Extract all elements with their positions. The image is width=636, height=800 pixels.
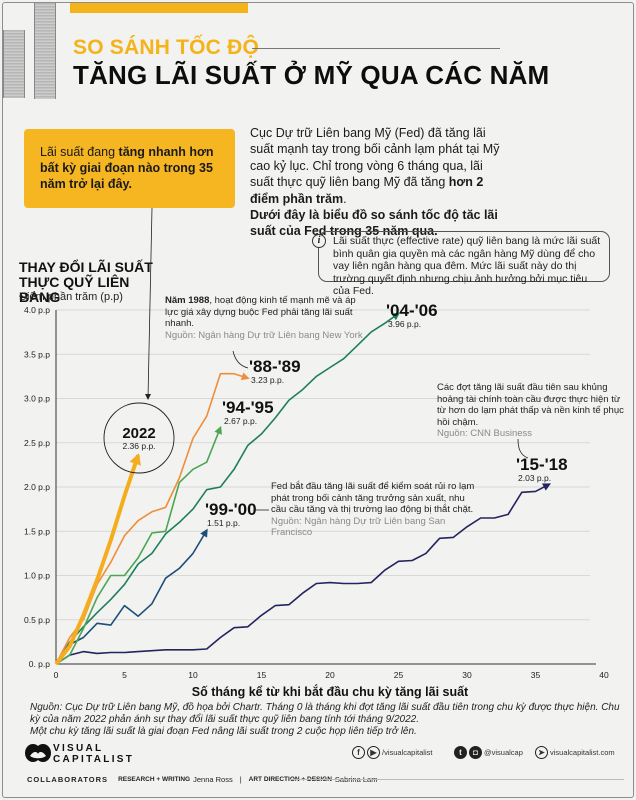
- title-rule: [252, 48, 500, 49]
- intro-text: Cục Dự trữ Liên bang Mỹ (Fed) đã tăng lã…: [250, 126, 500, 190]
- series-arrow-icon: [542, 483, 551, 491]
- series-total-label: 2.03 p.p.: [518, 473, 551, 483]
- series-label: '04-'06: [386, 301, 438, 320]
- instagram-icon[interactable]: ◘: [469, 746, 482, 759]
- coin-stack-right-icon: [34, 3, 56, 99]
- annotation-1988: Năm 1988, hoạt động kinh tế mạnh mẽ và á…: [165, 295, 365, 341]
- callout-bold-text: tăng nhanh hơn bất kỳ giai đoạn nào tron…: [40, 145, 214, 191]
- info-text: Lãi suất thực (effective rate) quỹ liên …: [333, 235, 601, 298]
- annotation-1999-text: Fed bắt đầu tăng lãi suất để kiểm soát r…: [271, 481, 475, 515]
- logo-line-2: CAPITALIST: [53, 753, 135, 765]
- y-tick-label: 1.5 p.p: [24, 526, 50, 536]
- supertitle: SO SÁNH TỐC ĐỘ: [73, 36, 259, 59]
- y-tick-label: 3.5 p.p: [24, 349, 50, 359]
- series-total-label: 2.67 p.p.: [224, 416, 257, 426]
- collaborators-label: COLLABORATORS: [27, 775, 109, 784]
- sources-text-2: Một chu kỳ tăng lãi suất là giai đoạn Fe…: [30, 726, 417, 738]
- series-arrow-icon: [200, 528, 208, 538]
- info-box: i Lãi suất thực (effective rate) quỹ liê…: [312, 231, 610, 297]
- series-label: 2022: [122, 425, 155, 442]
- y-tick-label: 0.5 p.p: [24, 615, 50, 625]
- x-tick-label: 30: [462, 670, 472, 680]
- series-line-04-06: [55, 312, 399, 665]
- y-tick-label: 0. p.p: [29, 659, 51, 669]
- youtube-icon[interactable]: ▶: [367, 746, 380, 759]
- x-tick-label: 25: [394, 670, 404, 680]
- series-label: '94-'95: [222, 398, 274, 417]
- series-arrow-icon: [240, 372, 250, 381]
- header-accent-bar: [70, 3, 248, 13]
- twitter-icon[interactable]: t: [454, 746, 467, 759]
- intro-end: .: [343, 191, 347, 206]
- annotation-1999: Fed bắt đầu tăng lãi suất để kiểm soát r…: [271, 481, 476, 539]
- callout-connector: [147, 207, 153, 399]
- sources-note: Nguồn: Cục Dự trữ Liên bang Mỹ, đồ họa b…: [30, 702, 620, 739]
- series-line-94-95: [55, 427, 222, 665]
- key-callout: Lãi suất đang tăng nhanh hơn bất kỳ giai…: [24, 129, 235, 208]
- highlight-circle-2022: [103, 402, 175, 474]
- callout-text: Lãi suất đang: [40, 145, 119, 159]
- visual-capitalist-logo-icon: [25, 744, 51, 762]
- series-line-15-18: [55, 483, 550, 665]
- series-total-label: 3.23 p.p.: [251, 375, 284, 385]
- x-tick-label: 5: [122, 670, 127, 680]
- chart-title: THAY ĐỔI LÃI SUẤT THỰC QUỸ LIÊN BANG: [19, 259, 153, 305]
- social-tw-ig[interactable]: t ◘ @visualcap: [454, 746, 523, 759]
- annotation-1988-connector: [232, 350, 249, 369]
- social-handle-tw-ig[interactable]: @visualcap: [484, 748, 523, 757]
- info-icon: i: [312, 234, 326, 248]
- annotation-2015-connector: [517, 438, 529, 459]
- y-tick-label: 1.0 p.p: [24, 571, 50, 581]
- series-total-label: 3.96 p.p.: [388, 319, 421, 329]
- series-arrow-icon: [129, 453, 142, 466]
- y-tick-label: 4.0 p.p: [24, 305, 50, 315]
- series-arrow-icon: [391, 312, 401, 321]
- x-tick-label: 20: [325, 670, 335, 680]
- series-total-label: 1.51 p.p.: [207, 518, 240, 528]
- series-line-2022: [54, 454, 141, 666]
- website-link[interactable]: visualcapitalist.com: [550, 748, 615, 757]
- callout-connector-arrow-icon: [145, 394, 151, 400]
- x-tick-label: 0: [54, 670, 59, 680]
- series-label: '88-'89: [249, 357, 301, 376]
- cursor-icon[interactable]: ➤: [535, 746, 548, 759]
- page-title: TĂNG LÃI SUẤT Ở MỸ QUA CÁC NĂM: [73, 60, 550, 90]
- x-tick-label: 10: [188, 670, 198, 680]
- separator: |: [239, 775, 242, 784]
- collaborators-rule: [290, 779, 624, 780]
- annotation-2015: Các đợt tăng lãi suất đầu tiên sau khủng…: [437, 382, 627, 440]
- series-arrow-icon: [214, 425, 222, 435]
- social-handle-fb-yt[interactable]: /visualcapitalist: [382, 748, 433, 757]
- x-tick-label: 35: [531, 670, 541, 680]
- x-tick-label: 15: [257, 670, 267, 680]
- visual-capitalist-logo-text: VISUAL CAPITALIST: [53, 743, 135, 765]
- annotation-2015-source: Nguồn: CNN Business: [437, 428, 533, 439]
- chart-subtitle: Điểm phần trăm (p.p): [19, 291, 123, 303]
- y-tick-label: 2.0 p.p: [24, 482, 50, 492]
- research-name: Jenna Ross: [193, 775, 233, 784]
- annotation-1999-source: Nguồn: Ngân hàng Dự trữ Liên bang San Fr…: [271, 515, 446, 539]
- intro-paragraph: Cục Dự trữ Liên bang Mỹ (Fed) đã tăng lã…: [250, 125, 500, 240]
- series-line-99-00: [55, 529, 208, 665]
- x-tick-label: 40: [599, 670, 609, 680]
- annotation-1988-text: , hoạt động kinh tế mạnh mẽ và áp lực gi…: [165, 295, 356, 329]
- x-axis-label: Số tháng kể từ khi bắt đầu chu kỳ tăng l…: [192, 684, 469, 699]
- sources-text: Nguồn: Cục Dự trữ Liên bang Mỹ, đồ họa b…: [30, 702, 620, 726]
- social-website[interactable]: ➤ visualcapitalist.com: [535, 746, 615, 759]
- y-tick-label: 2.5 p.p: [24, 438, 50, 448]
- annotation-1988-bold: Năm 1988: [165, 295, 210, 306]
- logo-line-1: VISUAL: [53, 743, 104, 754]
- annotation-2015-text: Các đợt tăng lãi suất đầu tiên sau khủng…: [437, 382, 624, 428]
- series-label: '15-'18: [516, 455, 568, 474]
- intro-bold: hơn 2 điểm phần trăm: [250, 175, 484, 206]
- series-total-label: 2.36 p.p.: [122, 441, 155, 451]
- facebook-icon[interactable]: f: [352, 746, 365, 759]
- series-label: '99-'00: [205, 500, 257, 519]
- social-fb-yt[interactable]: f ▶ /visualcapitalist: [352, 746, 432, 759]
- annotation-1988-source: Nguồn: Ngân hàng Dự trữ Liên bang New Yo…: [165, 329, 363, 341]
- research-role: RESEARCH + WRITING: [118, 776, 191, 783]
- coin-stack-left-icon: [3, 30, 25, 98]
- y-tick-label: 3.0 p.p: [24, 394, 50, 404]
